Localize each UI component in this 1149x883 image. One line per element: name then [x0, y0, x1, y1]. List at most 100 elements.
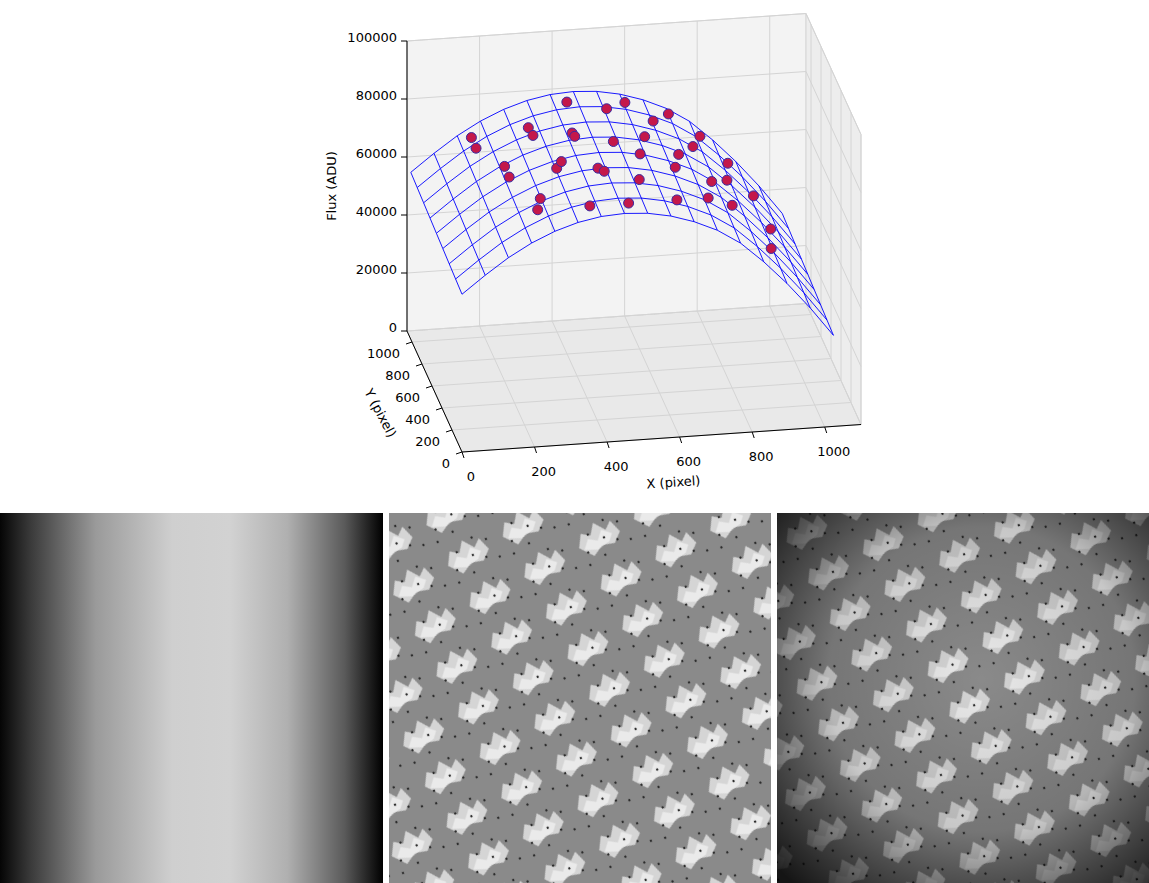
point	[556, 157, 566, 167]
x-grid-line	[697, 21, 752, 432]
z-tick-label: 60000	[356, 146, 397, 161]
x-grid-line	[770, 16, 825, 427]
axes	[401, 41, 861, 458]
x-tick	[462, 452, 464, 458]
z-tick	[401, 157, 407, 158]
z-grid-line	[407, 130, 861, 251]
mesh-line-along-y	[689, 121, 740, 243]
mesh-line-along-y	[597, 91, 648, 213]
z-grid-line	[407, 14, 861, 135]
y-tick	[456, 452, 462, 454]
mesh-line-along-x	[436, 152, 807, 274]
point	[528, 130, 538, 140]
grid	[407, 14, 861, 453]
x-tick	[535, 447, 537, 453]
y-tick	[416, 364, 422, 366]
x-grid-line	[480, 36, 535, 447]
point	[663, 109, 673, 119]
point	[635, 149, 645, 159]
point	[648, 116, 658, 126]
measured-points	[466, 97, 776, 253]
mesh-line-along-y	[504, 109, 555, 231]
point	[620, 97, 630, 107]
y-grid-line	[432, 69, 831, 387]
z-tick	[401, 273, 407, 274]
z-grid-line	[407, 188, 861, 309]
point	[562, 97, 572, 107]
mesh-line-along-y	[713, 140, 764, 262]
axis-titles: X (pixel)Y (pixel)Flux (ADU)	[324, 151, 701, 491]
surface-mesh	[411, 91, 834, 335]
z-axis-line	[407, 41, 408, 331]
point	[471, 143, 481, 153]
x-tick-label: 200	[531, 464, 556, 479]
z-tick-label: 0	[389, 320, 397, 335]
x-tick-label: 800	[749, 449, 774, 464]
y-tick-label: 200	[415, 434, 440, 449]
point	[599, 166, 609, 176]
point	[533, 205, 543, 215]
point	[608, 137, 618, 147]
z-tick	[401, 41, 407, 42]
x-tick-label: 400	[604, 459, 629, 474]
x-tick	[825, 427, 827, 433]
flat-field-image	[389, 513, 771, 883]
mesh-line-along-y	[573, 92, 624, 214]
point	[672, 195, 682, 205]
z-tick	[401, 331, 407, 332]
x-grid-line	[552, 31, 607, 442]
y-grid-line	[442, 91, 841, 409]
point	[634, 175, 644, 185]
x-axis-title: X (pixel)	[646, 473, 701, 492]
mesh-line-along-y	[527, 101, 578, 223]
x-tick-label: 1000	[817, 444, 850, 459]
y-tick	[446, 430, 452, 432]
y-tick	[406, 342, 412, 344]
panes	[407, 14, 861, 453]
point	[640, 132, 650, 142]
mesh-line-along-x	[424, 122, 795, 244]
z-axis-title: Flux (ADU)	[324, 151, 339, 221]
y-tick-label: 1000	[367, 346, 400, 361]
z-grid-line	[407, 246, 861, 367]
mesh-line-along-y	[643, 100, 694, 222]
z-tick-label: 100000	[347, 30, 397, 45]
x-tick	[680, 437, 682, 443]
mesh-line-along-x	[411, 91, 782, 213]
point	[723, 158, 733, 168]
point	[624, 198, 634, 208]
y-tick-label: 400	[405, 412, 430, 427]
mesh-line-along-y	[782, 213, 833, 335]
raw-field-vignette	[777, 513, 1149, 883]
mesh-line-along-y	[736, 162, 787, 284]
point	[707, 177, 717, 187]
mesh-line-along-y	[411, 172, 462, 294]
x-grid-line	[625, 26, 680, 437]
point	[504, 172, 514, 182]
z-grid-line	[407, 304, 861, 425]
flat-model-image	[0, 513, 383, 883]
mesh-line-along-y	[759, 186, 810, 308]
point	[585, 201, 595, 211]
raw-field-image	[777, 513, 1149, 883]
z-tick-label: 20000	[356, 262, 397, 277]
mesh-line-along-y	[480, 121, 531, 243]
x-tick	[607, 442, 609, 448]
point	[727, 200, 737, 210]
point	[674, 149, 684, 159]
point	[602, 104, 612, 114]
mesh-line-along-y	[434, 153, 485, 275]
mesh-line-along-x	[417, 107, 788, 229]
x-axis-line	[462, 425, 861, 453]
point	[466, 133, 476, 143]
z-tick	[401, 99, 407, 100]
mesh-line-along-y	[457, 136, 508, 258]
figure: 0200400600800100002004006008001000020000…	[0, 0, 1149, 883]
z-tick	[401, 215, 407, 216]
point	[766, 244, 776, 254]
plot-area	[411, 91, 834, 335]
y-tick	[426, 386, 432, 388]
point	[766, 224, 776, 234]
y-tick-label: 0	[442, 456, 450, 471]
point	[722, 175, 732, 185]
